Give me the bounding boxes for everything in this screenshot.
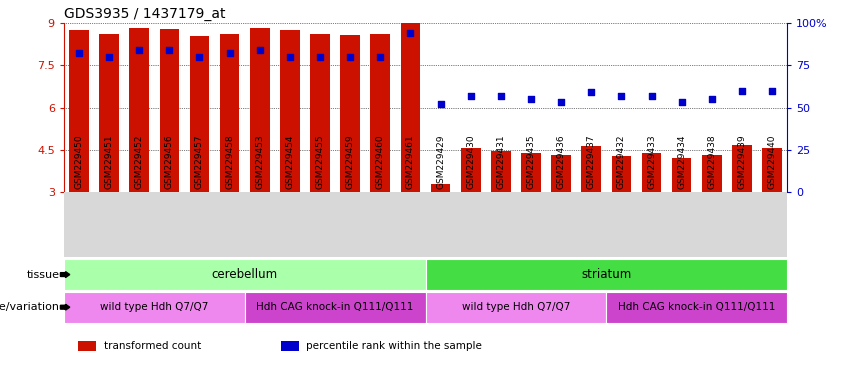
Point — [464, 93, 477, 99]
Bar — [311, 34, 330, 192]
Point — [645, 93, 659, 99]
Bar — [702, 156, 722, 192]
Text: percentile rank within the sample: percentile rank within the sample — [306, 341, 482, 351]
Bar — [100, 34, 119, 192]
Text: striatum: striatum — [581, 268, 631, 281]
Point — [343, 54, 357, 60]
Point — [614, 93, 628, 99]
Bar — [69, 30, 89, 192]
Point — [283, 54, 297, 60]
Point — [735, 88, 749, 94]
Point — [163, 47, 176, 53]
Bar — [280, 30, 300, 192]
Point — [374, 54, 387, 60]
Bar — [250, 28, 270, 192]
Bar — [431, 184, 450, 192]
Bar — [64, 292, 245, 323]
Bar — [581, 146, 601, 192]
Text: tissue: tissue — [26, 270, 60, 280]
Point — [403, 30, 417, 36]
Point — [675, 99, 688, 106]
Bar — [220, 34, 239, 192]
Text: Hdh CAG knock-in Q111/Q111: Hdh CAG knock-in Q111/Q111 — [618, 302, 775, 312]
Point — [705, 96, 718, 102]
Point — [554, 99, 568, 106]
Bar — [521, 152, 540, 192]
Point — [102, 54, 116, 60]
Point — [524, 96, 538, 102]
Point — [192, 54, 206, 60]
Text: wild type Hdh Q7/Q7: wild type Hdh Q7/Q7 — [462, 302, 570, 312]
Bar — [190, 36, 209, 192]
Bar — [426, 292, 606, 323]
Point — [313, 54, 327, 60]
Bar — [612, 156, 631, 192]
Text: Hdh CAG knock-in Q111/Q111: Hdh CAG knock-in Q111/Q111 — [256, 302, 414, 312]
Bar — [401, 23, 420, 192]
Point — [765, 88, 779, 94]
Bar — [281, 341, 299, 351]
Bar — [245, 292, 426, 323]
Bar — [426, 259, 787, 290]
Point — [223, 50, 237, 56]
Text: wild type Hdh Q7/Q7: wild type Hdh Q7/Q7 — [100, 302, 208, 312]
Bar — [129, 28, 149, 192]
Text: genotype/variation: genotype/variation — [0, 302, 60, 312]
Bar — [642, 153, 661, 192]
Bar — [551, 156, 571, 192]
Text: cerebellum: cerebellum — [212, 268, 277, 281]
Point — [494, 93, 508, 99]
Point — [253, 47, 266, 53]
Bar — [491, 151, 511, 192]
Bar — [340, 35, 360, 192]
Bar — [732, 145, 751, 192]
Point — [72, 50, 86, 56]
Text: transformed count: transformed count — [104, 341, 201, 351]
Bar — [607, 292, 787, 323]
Bar — [672, 158, 692, 192]
Point — [585, 89, 598, 95]
Bar — [762, 148, 782, 192]
Bar — [370, 34, 390, 192]
Point — [434, 101, 448, 107]
Bar — [461, 148, 481, 192]
Bar — [78, 341, 96, 351]
Text: GDS3935 / 1437179_at: GDS3935 / 1437179_at — [64, 7, 226, 21]
Bar — [64, 259, 426, 290]
Bar — [159, 29, 179, 192]
Point — [133, 47, 146, 53]
